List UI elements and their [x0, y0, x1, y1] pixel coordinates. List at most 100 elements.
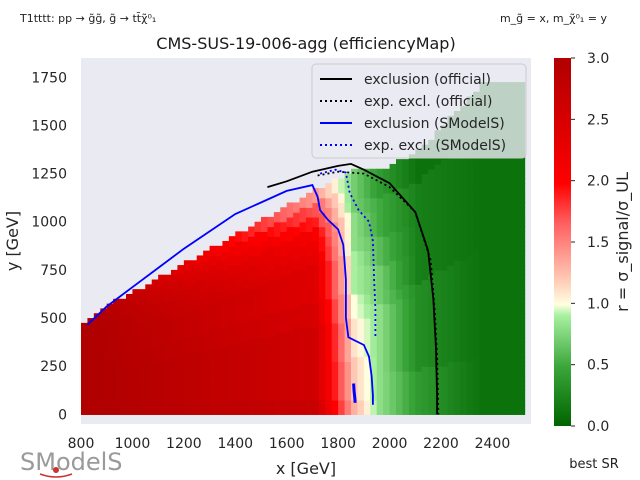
heatmap-cell: [505, 236, 513, 242]
heatmap-cell: [479, 207, 487, 213]
heatmap-cell: [222, 255, 230, 261]
heatmap-cell: [376, 375, 384, 382]
heatmap-cell: [145, 380, 153, 387]
heatmap-cell: [441, 168, 449, 175]
heatmap-cell: [466, 322, 474, 329]
heatmap-cell: [183, 371, 191, 377]
heatmap-cell: [370, 245, 378, 252]
heatmap-cell: [453, 356, 461, 362]
heatmap-cell: [479, 327, 487, 334]
heatmap-cell: [370, 221, 378, 228]
heatmap-cell: [428, 342, 436, 348]
heatmap-cell: [235, 385, 243, 391]
heatmap-cell: [235, 371, 243, 377]
heatmap-cell: [158, 293, 166, 300]
heatmap-cell: [421, 327, 429, 334]
heatmap-cell: [421, 351, 429, 358]
heatmap-cell: [415, 327, 423, 334]
heatmap-cell: [370, 207, 378, 213]
heatmap-cell: [171, 337, 179, 343]
heatmap-cell: [132, 332, 140, 338]
heatmap-cell: [344, 380, 352, 387]
heatmap-cell: [312, 395, 320, 401]
heatmap-cell: [479, 236, 487, 242]
heatmap-cell: [453, 168, 461, 175]
heatmap-cell: [190, 380, 198, 387]
heatmap-cell: [492, 390, 500, 396]
heatmap-cell: [441, 231, 449, 237]
heatmap-cell: [505, 371, 513, 377]
heatmap-cell: [241, 236, 249, 242]
heatmap-cell: [106, 404, 114, 411]
heatmap-cell: [453, 366, 461, 372]
heatmap-cell: [486, 250, 494, 257]
heatmap-cell: [209, 289, 217, 295]
heatmap-cell: [261, 390, 269, 396]
heatmap-cell: [158, 380, 166, 387]
heatmap-cell: [209, 356, 217, 362]
heatmap-cell: [363, 231, 371, 237]
heatmap-cell: [466, 390, 474, 396]
heatmap-cell: [466, 159, 474, 165]
heatmap-cell: [351, 313, 359, 319]
heatmap-cell: [216, 289, 224, 295]
heatmap-cell: [453, 260, 461, 266]
heatmap-cell: [473, 241, 481, 247]
heatmap-cell: [421, 385, 429, 391]
heatmap-cell: [511, 346, 519, 353]
heatmap-cell: [325, 361, 333, 367]
heatmap-cell: [338, 231, 346, 237]
heatmap-cell: [177, 395, 185, 401]
heatmap-cell: [498, 265, 506, 271]
heatmap-cell: [318, 313, 326, 319]
heatmap-cell: [441, 342, 449, 348]
heatmap-cell: [466, 226, 474, 232]
heatmap-cell: [428, 293, 436, 300]
heatmap-cell: [209, 404, 217, 411]
heatmap-cell: [261, 255, 269, 261]
heatmap-cell: [389, 226, 397, 232]
heatmap-cell: [357, 192, 365, 199]
heatmap-cell: [389, 168, 397, 175]
heatmap-cell: [183, 409, 191, 415]
heatmap-cell: [498, 322, 506, 329]
heatmap-cell: [421, 313, 429, 319]
heatmap-cell: [376, 173, 384, 179]
heatmap-cell: [402, 409, 410, 415]
heatmap-cell: [183, 274, 191, 281]
heatmap-cell: [357, 375, 365, 382]
heatmap-cell: [164, 346, 172, 353]
heatmap-cell: [235, 231, 243, 237]
heatmap-cell: [518, 163, 526, 170]
heatmap-cell: [511, 245, 519, 252]
heatmap-cell: [434, 212, 442, 218]
heatmap-cell: [389, 390, 397, 396]
heatmap-cell: [511, 351, 519, 358]
heatmap-cell: [261, 332, 269, 338]
heatmap-cell: [453, 303, 461, 310]
heatmap-cell: [415, 371, 423, 377]
heatmap-cell: [203, 318, 211, 324]
heatmap-cell: [254, 231, 262, 237]
heatmap-cell: [498, 337, 506, 343]
heatmap-cell: [518, 265, 526, 271]
heatmap-cell: [203, 346, 211, 353]
heatmap-cell: [293, 351, 301, 358]
heatmap-cell: [363, 371, 371, 377]
heatmap-cell: [138, 409, 146, 415]
heatmap-cell: [447, 337, 455, 343]
heatmap-cell: [479, 274, 487, 281]
heatmap-cell: [241, 361, 249, 367]
heatmap-cell: [357, 308, 365, 314]
heatmap-cell: [428, 183, 436, 189]
heatmap-cell: [151, 279, 159, 285]
heatmap-cell: [216, 245, 224, 252]
heatmap-cell: [447, 188, 455, 194]
heatmap-cell: [286, 212, 294, 218]
heatmap-cell: [479, 399, 487, 406]
heatmap-cell: [126, 337, 134, 343]
heatmap-cell: [203, 322, 211, 329]
heatmap-cell: [486, 351, 494, 358]
heatmap-cell: [505, 265, 513, 271]
heatmap-cell: [126, 346, 134, 353]
